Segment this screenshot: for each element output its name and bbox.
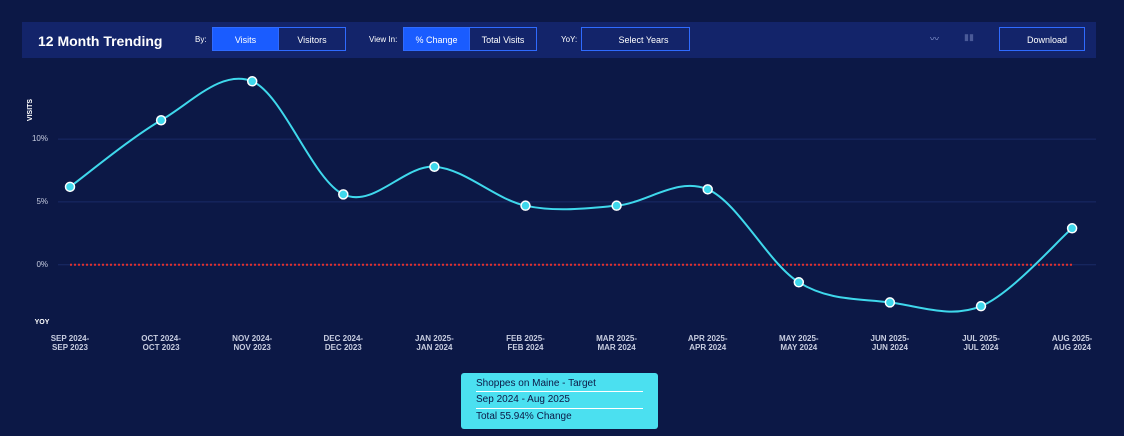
legend-period: Sep 2024 - Aug 2025	[476, 394, 570, 405]
x-tick-label: MAR 2024	[597, 343, 636, 352]
y-tick-label: 0%	[36, 260, 48, 269]
divider	[476, 391, 643, 392]
divider	[476, 408, 643, 409]
line	[69, 77, 1073, 313]
x-tick-label: NOV 2023	[234, 343, 272, 352]
x-tick-label: MAY 2024	[780, 343, 817, 352]
point	[246, 76, 258, 87]
download-button[interactable]: Download	[999, 27, 1085, 51]
bar-icon[interactable]: ▮▮	[964, 32, 974, 42]
visitors-button[interactable]: Visitors	[278, 27, 346, 51]
x-tick-label: FEB 2024	[507, 343, 544, 352]
select-years-button[interactable]: Select Years	[581, 27, 690, 51]
x-tick-label: MAY 2025-	[779, 334, 819, 343]
point	[338, 189, 349, 200]
change-button[interactable]: % Change	[403, 27, 470, 51]
point	[155, 115, 167, 126]
x-tick-label: AUG 2025-	[1052, 334, 1093, 343]
x-tick-label: FEB 2025-	[506, 334, 545, 343]
point	[884, 297, 896, 308]
by-label: By:	[195, 35, 207, 44]
point	[520, 200, 531, 211]
legend-total: Total 55.94% Change	[476, 411, 572, 422]
legend-box: Shoppes on Maine - Target Sep 2024 - Aug…	[461, 373, 658, 429]
point	[975, 300, 987, 312]
point	[611, 200, 622, 211]
view-label: View In:	[369, 35, 398, 44]
x-tick-label: DEC 2023	[325, 343, 362, 352]
x-tick-label: SEP 2023	[52, 343, 88, 352]
x-tick-label: AUG 2024	[1053, 343, 1091, 352]
x-tick-label: OCT 2023	[143, 343, 180, 352]
x-tick-label: JUL 2024	[964, 343, 1000, 352]
x-tick-label: JAN 2024	[416, 343, 453, 352]
point	[429, 161, 440, 172]
x-tick-label: APR 2025-	[688, 334, 728, 343]
x-tick-label: JUL 2025-	[962, 334, 1000, 343]
y-tick-label: 10%	[32, 134, 48, 143]
total-visits-button[interactable]: Total Visits	[469, 27, 537, 51]
point	[64, 181, 76, 193]
x-tick-label: JUN 2025-	[871, 334, 910, 343]
x-tick-label: OCT 2024-	[141, 334, 181, 343]
header-bar: 12 Month Trending By: Visits Visitors Vi…	[22, 22, 1096, 58]
y-axis-label: VISITS	[27, 99, 34, 122]
x-tick-label: NOV 2024-	[232, 334, 272, 343]
x-tick-label: JAN 2025-	[415, 334, 454, 343]
point	[1066, 223, 1078, 234]
x-tick-label: JUN 2024	[872, 343, 909, 352]
x-tick-label: SEP 2024-	[51, 334, 90, 343]
legend-name: Shoppes on Maine - Target	[476, 378, 596, 389]
title: 12 Month Trending	[38, 33, 163, 49]
visits-button[interactable]: Visits	[212, 27, 279, 51]
x-tick-label: MAR 2025-	[596, 334, 637, 343]
point	[793, 277, 805, 288]
y-tick-label: 5%	[36, 197, 48, 206]
x-tick-label: DEC 2024-	[324, 334, 364, 343]
yoy-label: YoY:	[561, 35, 578, 44]
line-icon[interactable]: 〰	[930, 34, 940, 44]
point	[702, 184, 713, 195]
x-tick-label: APR 2024	[689, 343, 726, 352]
y-sub-label: YOY	[35, 319, 50, 326]
